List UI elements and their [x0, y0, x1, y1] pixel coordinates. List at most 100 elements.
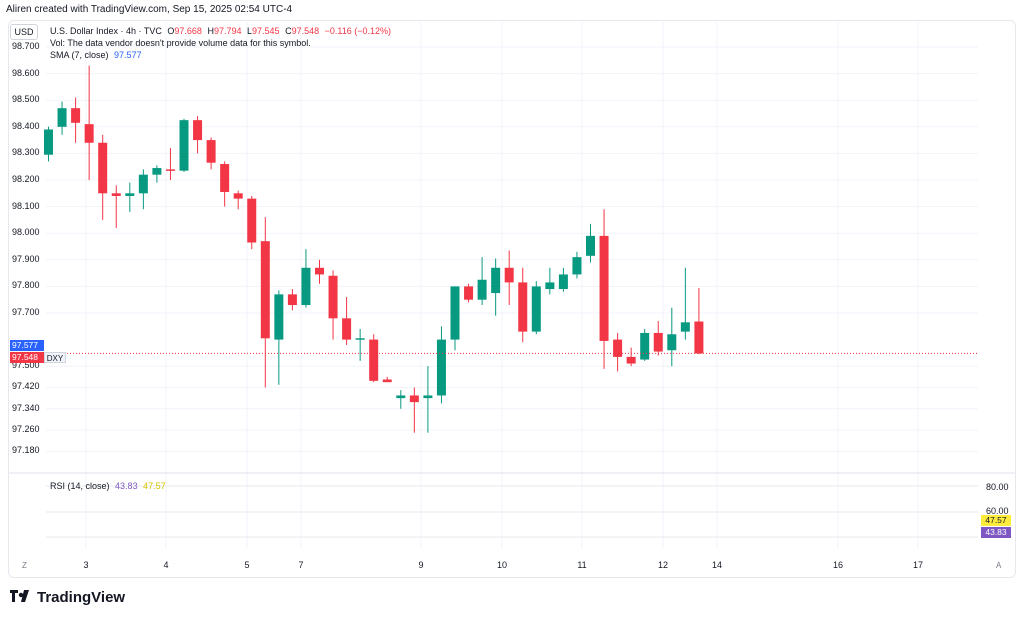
candle-body	[491, 267, 501, 294]
candle-body	[220, 164, 230, 192]
candle-body	[613, 339, 623, 357]
candle-body	[640, 332, 650, 360]
candle-body	[558, 274, 568, 290]
symbol-legend: U.S. Dollar Index · 4h · TVC O97.668 H97…	[50, 25, 394, 37]
symbol-tag: DXY	[44, 352, 66, 363]
candle-body	[518, 282, 528, 332]
price-axis-label: 97.700	[12, 307, 40, 317]
candle-body	[206, 140, 216, 163]
price-axis-label: 98.600	[12, 67, 40, 78]
ohlc-high: H97.794	[207, 26, 242, 36]
brand-name: TradingView	[37, 588, 126, 606]
candle-body	[423, 395, 433, 399]
candle-body	[71, 108, 81, 123]
time-axis-label: 12	[657, 560, 669, 570]
candle-body	[382, 379, 392, 383]
candle-body	[436, 339, 446, 396]
candle-body	[355, 338, 365, 340]
candle-body	[531, 286, 541, 332]
volume-note: Vol: The data vendor doesn't provide vol…	[50, 38, 311, 48]
rsi-value: 43.83	[115, 481, 138, 491]
price-axis-label: 98.100	[12, 200, 40, 211]
candle-body	[599, 235, 609, 341]
tradingview-logo-icon	[10, 590, 29, 602]
price-axis-label: 98.200	[12, 174, 40, 184]
tradingview-logo: TradingView	[10, 587, 125, 607]
candle-body	[138, 174, 148, 194]
candle-body	[694, 321, 704, 354]
time-axis-label: 7	[298, 560, 304, 570]
candle-body	[572, 257, 582, 275]
rsi-label: RSI (14, close)	[50, 481, 110, 491]
sma-label: SMA (7, close)	[50, 50, 109, 60]
price-axis-label: 97.420	[12, 381, 40, 392]
ohlc-close: C97.548	[285, 26, 320, 36]
price-axis-label: 98.500	[12, 94, 40, 105]
time-axis-label: 3	[83, 560, 89, 570]
time-axis-label: 5	[244, 560, 250, 570]
rsi-ma-value: 47.57	[143, 481, 166, 491]
candle-body	[233, 193, 243, 199]
candle-body	[274, 294, 284, 340]
candle-body	[653, 332, 663, 352]
price-axis-label: 97.500	[12, 360, 40, 371]
candle-body	[680, 322, 690, 332]
price-axis-label: 97.260	[12, 424, 40, 435]
candle-body	[152, 168, 162, 175]
time-axis-label: 14	[711, 560, 723, 570]
candle-body	[504, 267, 514, 283]
time-axis-label: 4	[163, 560, 169, 570]
price-axis-label: 97.900	[12, 253, 40, 264]
candle-body	[667, 334, 677, 351]
timezone-icon[interactable]: Z	[22, 561, 27, 570]
chart-frame[interactable]	[8, 20, 1016, 578]
price-axis-label: 98.700	[12, 41, 40, 51]
candle-body	[260, 241, 270, 339]
candle-body	[287, 294, 297, 306]
candle-body	[193, 120, 203, 141]
price-change: −0.116 (−0.12%)	[324, 26, 391, 36]
price-axis-label: 98.300	[12, 147, 40, 158]
sma-value: 97.577	[114, 50, 142, 60]
candle-body	[84, 124, 94, 143]
candle-body	[369, 339, 379, 381]
candle-body	[247, 198, 257, 243]
currency-button[interactable]: USD	[10, 24, 38, 40]
time-axis-label: 9	[418, 560, 424, 570]
candle-body	[44, 129, 53, 155]
sma-legend[interactable]: SMA (7, close) 97.577	[50, 49, 145, 61]
candle-body	[477, 279, 487, 300]
candle-body	[315, 267, 324, 275]
price-axis-label: 98.400	[12, 120, 40, 131]
time-axis-label: 17	[912, 560, 924, 570]
price-axis-label: 97.800	[12, 280, 40, 291]
candle-body	[396, 395, 406, 399]
candle-body	[545, 282, 555, 290]
rsi-legend[interactable]: RSI (14, close) 43.83 47.57	[50, 480, 169, 492]
price-axis-label: 97.180	[12, 445, 40, 456]
candle-body	[450, 286, 460, 340]
candle-body	[57, 108, 67, 127]
candle-body	[179, 120, 189, 171]
candle-body	[328, 275, 338, 319]
candle-body	[98, 142, 108, 194]
rsi-value-tag: 43.83	[981, 527, 1011, 538]
price-axis-label: 98.000	[12, 227, 40, 238]
last-price-tag: 97.548	[10, 352, 44, 363]
symbol-title: U.S. Dollar Index · 4h · TVC	[50, 26, 162, 36]
price-axis-label: 97.340	[12, 402, 40, 413]
sma-price-tag: 97.577	[10, 340, 44, 351]
candle-body	[342, 318, 352, 340]
auto-scale-icon[interactable]: A	[996, 561, 1002, 570]
candle-body	[626, 356, 636, 364]
rsi-ma-tag: 47.57	[981, 515, 1011, 526]
ohlc-low: L97.545	[247, 26, 280, 36]
time-axis-label: 10	[496, 560, 508, 570]
candle-body	[125, 193, 135, 196]
candle-body	[165, 169, 175, 171]
rsi-axis-label: 80.00	[986, 482, 1009, 492]
candle-body	[464, 286, 474, 300]
time-axis-label: 16	[832, 560, 844, 570]
time-axis-label: 11	[577, 560, 587, 570]
